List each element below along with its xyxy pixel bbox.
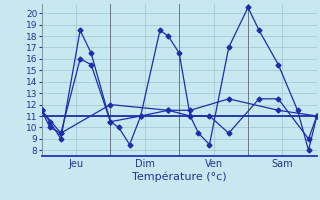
X-axis label: Température (°c): Température (°c) [132, 172, 227, 182]
